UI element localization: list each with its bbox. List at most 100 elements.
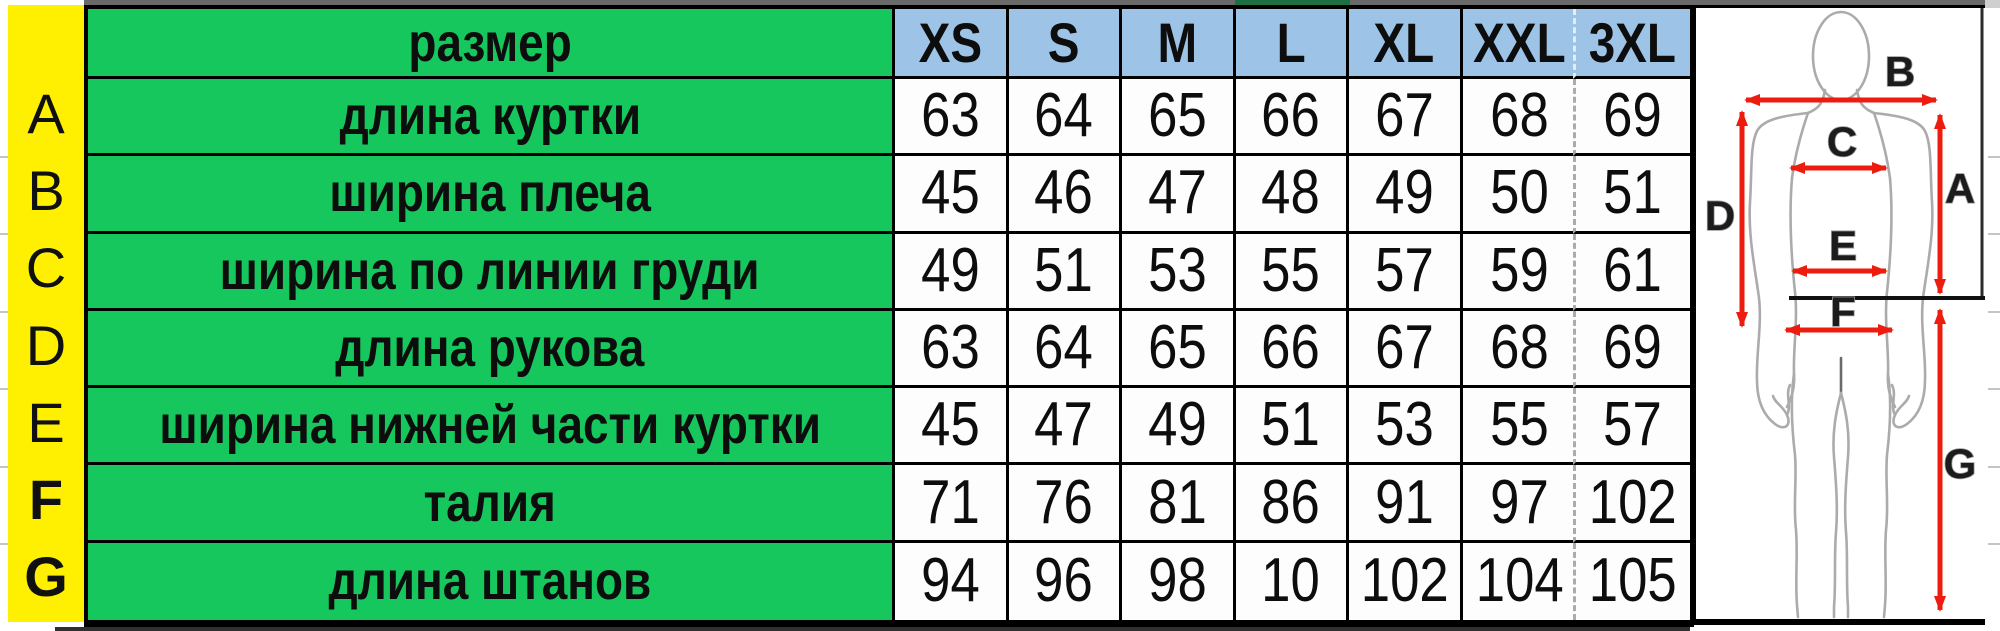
size-column-header[interactable]: XXL [1462,9,1576,79]
size-value-cell[interactable]: 94 [895,542,1009,621]
size-value-cell[interactable]: 55 [1462,388,1576,466]
size-value-cell[interactable]: 47 [1008,388,1122,466]
size-value-cell[interactable]: 46 [1008,156,1122,234]
size-value-cell[interactable]: 68 [1462,310,1576,389]
measurement-label-cell[interactable]: ширина плеча [88,156,895,234]
measurement-label-cell[interactable]: длина рукова [88,310,895,389]
size-value-cell-text: 66 [1261,81,1321,151]
size-value-cell[interactable]: 71 [895,465,1009,543]
size-value-cell[interactable]: 96 [1008,542,1122,621]
measurement-label-cell-text: длина штанов [328,551,652,612]
measurement-label-cell[interactable]: длина штанов [88,542,895,621]
head-outline [1811,10,1871,102]
row-letter: F [28,468,64,532]
size-column-header[interactable]: 3XL [1573,9,1690,79]
size-column-header-text: 3XL [1589,10,1677,74]
size-value-cell[interactable]: 64 [1008,310,1122,389]
size-value-cell[interactable]: 45 [895,156,1009,234]
size-value-cell[interactable]: 98 [1122,542,1236,621]
size-value-cell[interactable]: 59 [1462,233,1576,311]
size-value-cell[interactable]: 50 [1462,156,1576,234]
measurement-label-cell[interactable]: ширина по линии груди [88,233,895,311]
size-value-cell[interactable]: 51 [1008,233,1122,311]
size-value-cell-text: 76 [1034,467,1094,537]
size-value-cell-text: 46 [1034,158,1094,228]
size-column-header[interactable]: XL [1349,9,1463,79]
size-value-cell[interactable]: 102 [1349,542,1463,621]
size-value-cell-text: 45 [920,158,980,228]
size-column-header[interactable]: S [1008,9,1122,79]
size-value-cell[interactable]: 51 [1235,388,1349,466]
size-value-cell-text: 63 [920,313,980,383]
size-value-cell[interactable]: 66 [1235,79,1349,157]
size-value-cell[interactable]: 97 [1462,465,1576,543]
figure-label-d: D [1705,192,1735,239]
size-value-cell[interactable]: 102 [1573,465,1690,543]
size-value-cell[interactable]: 55 [1235,233,1349,311]
size-table: размер XS S M L XL XXL 3XL длина куртки 63 64 65 66 6… [84,5,1694,628]
size-value-cell-text: 98 [1147,546,1207,616]
size-value-cell[interactable]: 53 [1349,388,1463,466]
size-value-cell[interactable]: 86 [1235,465,1349,543]
row-gridline-tick [0,233,8,235]
size-value-cell[interactable]: 69 [1573,310,1690,389]
figure-label-f: F [1830,288,1856,335]
size-value-cell[interactable]: 63 [895,310,1009,389]
size-value-cell[interactable]: 49 [1122,388,1236,466]
size-value-cell[interactable]: 67 [1349,79,1463,157]
size-value-cell-text: 55 [1489,390,1549,460]
size-column-header[interactable]: M [1122,9,1236,79]
size-value-cell[interactable]: 104 [1462,542,1576,621]
size-value-cell-text: 66 [1261,313,1321,383]
size-value-cell-text: 47 [1034,390,1094,460]
size-value-cell[interactable]: 91 [1349,465,1463,543]
size-value-cell[interactable]: 51 [1573,156,1690,234]
size-value-cell-text: 67 [1374,313,1434,383]
size-value-cell[interactable]: 57 [1349,233,1463,311]
figure-label-e: E [1829,222,1857,269]
size-value-cell[interactable]: 65 [1122,79,1236,157]
size-value-cell-text: 57 [1374,235,1434,305]
size-value-cell[interactable]: 69 [1573,79,1690,157]
size-value-cell[interactable]: 57 [1573,388,1690,466]
size-value-cell[interactable]: 61 [1573,233,1690,311]
size-value-cell[interactable]: 63 [895,79,1009,157]
figure-label-c: C [1827,118,1857,165]
measurement-label-cell[interactable]: ширина нижней части куртки [88,388,895,466]
row-gridline-tick [1988,311,2000,313]
size-value-cell[interactable]: 10 [1235,542,1349,621]
size-value-cell-text: 68 [1489,313,1549,383]
size-value-cell-text: 45 [920,390,980,460]
row-letter: D [25,313,67,377]
size-column-header-text: XXL [1472,10,1566,74]
size-value-cell-text: 53 [1374,390,1434,460]
size-value-cell[interactable]: 64 [1008,79,1122,157]
corner-header-cell[interactable]: размер [88,9,895,79]
size-value-cell[interactable]: 67 [1349,310,1463,389]
measurement-label-cell[interactable]: длина куртки [88,79,895,157]
size-column-header[interactable]: XS [895,9,1009,79]
size-value-cell[interactable]: 49 [895,233,1009,311]
size-column-header-text: S [1047,10,1080,74]
size-value-cell[interactable]: 68 [1462,79,1576,157]
size-column-header-text: XL [1373,10,1435,74]
size-value-cell[interactable]: 45 [895,388,1009,466]
size-value-cell[interactable]: 76 [1008,465,1122,543]
row-gridline-tick [1988,466,2000,468]
body-measurement-diagram: B A C D E F G [1704,8,1985,619]
size-value-cell[interactable]: 53 [1122,233,1236,311]
size-value-cell[interactable]: 105 [1573,542,1690,621]
size-value-cell-text: 71 [920,467,980,537]
size-value-cell[interactable]: 47 [1122,156,1236,234]
size-column-header[interactable]: L [1235,9,1349,79]
size-value-cell[interactable]: 66 [1235,310,1349,389]
measurement-label-cell[interactable]: талия [88,465,895,543]
size-value-cell[interactable]: 65 [1122,310,1236,389]
size-value-cell-text: 67 [1374,81,1434,151]
size-value-cell[interactable]: 49 [1349,156,1463,234]
size-value-cell-text: 86 [1261,467,1321,537]
size-value-cell[interactable]: 48 [1235,156,1349,234]
size-value-cell[interactable]: 81 [1122,465,1236,543]
row-gridline-tick [1988,543,2000,545]
size-value-cell-text: 102 [1360,546,1449,616]
